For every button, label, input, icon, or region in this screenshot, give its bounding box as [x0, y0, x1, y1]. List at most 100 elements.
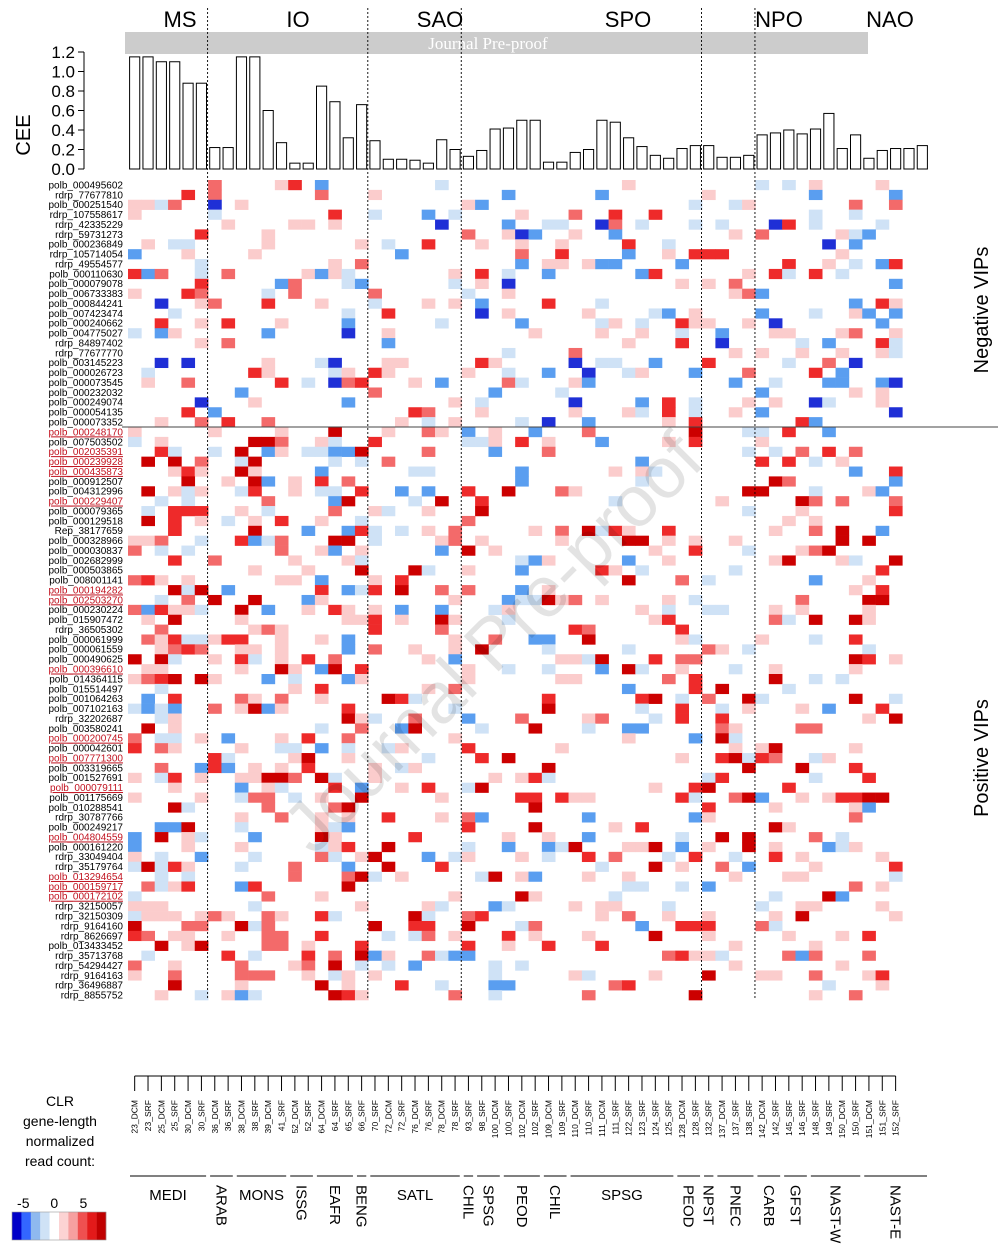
- heatmap-cell: [194, 456, 209, 467]
- heatmap-cell: [395, 525, 409, 536]
- heatmap-cell: [168, 644, 182, 655]
- heatmap-cell: [835, 367, 850, 378]
- heatmap-cell: [248, 456, 262, 467]
- heatmap-cell: [128, 851, 142, 863]
- cee-bar: [863, 157, 875, 170]
- heatmap-cell: [168, 506, 182, 517]
- heatmap-cell: [368, 367, 382, 378]
- heatmap-cell: [354, 674, 369, 685]
- heatmap-cell: [822, 427, 836, 438]
- heatmap-cell: [261, 911, 276, 922]
- row-label: polb_000249074: [48, 398, 123, 409]
- heatmap-cell: [314, 792, 329, 803]
- heatmap-cell: [248, 762, 262, 774]
- heatmap-cell: [501, 901, 516, 912]
- heatmap-cell: [515, 871, 529, 882]
- heatmap-cell: [795, 723, 810, 734]
- cee-bars: [129, 56, 928, 170]
- heatmap-cell: [662, 525, 676, 536]
- heatmap-cell: [128, 970, 142, 981]
- heatmap-cell: [314, 180, 329, 191]
- heatmap-cell: [128, 199, 142, 210]
- heatmap-cell: [728, 229, 743, 240]
- heatmap-cell: [234, 782, 249, 793]
- heatmap-cell: [208, 703, 222, 714]
- heatmap-cell: [715, 249, 730, 260]
- heatmap-cell: [862, 654, 876, 665]
- heatmap-cell: [168, 585, 182, 596]
- heatmap-cell: [875, 387, 890, 398]
- heatmap-cell: [154, 664, 169, 675]
- heatmap-cell: [501, 377, 516, 388]
- heatmap-cell: [595, 219, 609, 230]
- heatmap-cell: [688, 436, 703, 448]
- heatmap-cell: [635, 328, 649, 339]
- heatmap-cell: [742, 427, 756, 438]
- heatmap-cell: [368, 189, 382, 201]
- heatmap-cell: [314, 832, 329, 843]
- heatmap-cell: [248, 792, 262, 803]
- heatmap-cell: [808, 832, 823, 843]
- heatmap-cell: [421, 427, 436, 438]
- heatmap-cell: [368, 970, 382, 981]
- row-label: rdrp_105714054: [50, 250, 124, 261]
- heatmap-cell: [248, 654, 262, 665]
- clr-legend: CLR gene-length normalized read count: -…: [11, 1093, 107, 1241]
- heatmap-cell: [888, 654, 903, 665]
- heatmap-cell: [715, 338, 730, 349]
- heatmap-cell: [555, 525, 569, 536]
- heatmap-cell: [768, 970, 783, 981]
- heatmap-cell: [621, 683, 636, 695]
- heatmap-cell: [274, 278, 289, 289]
- heatmap-cell: [154, 990, 169, 1001]
- heatmap-cell: [808, 614, 823, 625]
- cee-bar: [769, 132, 782, 170]
- heatmap-cell: [168, 930, 182, 942]
- heatmap-cell: [755, 486, 770, 497]
- heatmap-cell: [435, 604, 449, 616]
- heatmap-cell: [154, 535, 169, 546]
- heatmap-cell: [128, 832, 142, 843]
- heatmap-cell: [354, 950, 369, 961]
- row-label: rdrp_8626697: [61, 931, 124, 942]
- heatmap-cell: [248, 644, 262, 655]
- heatmap-cell: [341, 614, 356, 625]
- sample-axis: 23_DCM 23_SRF 25_DCM 25_SRF 30_DCM 30_SRF 36_D…: [130, 1075, 901, 1138]
- heatmap-cell: [234, 841, 249, 853]
- heatmap-cell: [768, 614, 783, 625]
- heatmap-cell: [635, 397, 649, 408]
- heatmap-cell: [141, 861, 155, 872]
- heatmap-cell: [354, 545, 369, 556]
- heatmap-cell: [154, 496, 169, 507]
- heatmap-cell: [581, 417, 596, 428]
- heatmap-cell: [381, 861, 396, 872]
- row-label: polb_000248170: [48, 427, 123, 438]
- heatmap-cell: [395, 782, 409, 793]
- heatmap-cell: [381, 427, 396, 438]
- province-label: EAFR: [326, 1185, 343, 1225]
- heatmap-cell: [795, 506, 810, 517]
- heatmap-cell: [221, 753, 236, 764]
- heatmap-cell: [234, 446, 249, 457]
- heatmap-cell: [461, 674, 476, 685]
- province-label: GFST: [787, 1185, 804, 1225]
- heatmap-cell: [154, 446, 169, 457]
- ocean-label: NPO: [755, 7, 803, 32]
- province-label: SPSG: [479, 1185, 496, 1227]
- heatmap-cell: [728, 664, 743, 675]
- heatmap-cell: [128, 288, 142, 299]
- province-label: NPST: [700, 1185, 717, 1225]
- heatmap-cell: [461, 713, 476, 724]
- heatmap-cell: [328, 268, 342, 280]
- heatmap-cell: [128, 674, 142, 685]
- heatmap-cell: [715, 772, 730, 783]
- legend-tick: 5: [80, 1195, 88, 1211]
- heatmap-cell: [768, 664, 783, 675]
- heatmap-cell: [822, 239, 836, 250]
- heatmap-cell: [621, 180, 636, 191]
- heatmap-cell: [314, 723, 329, 734]
- heatmap-cell: [274, 318, 289, 329]
- heatmap-cell: [274, 693, 289, 704]
- heatmap-cell: [515, 772, 529, 783]
- heatmap-cell: [168, 693, 182, 704]
